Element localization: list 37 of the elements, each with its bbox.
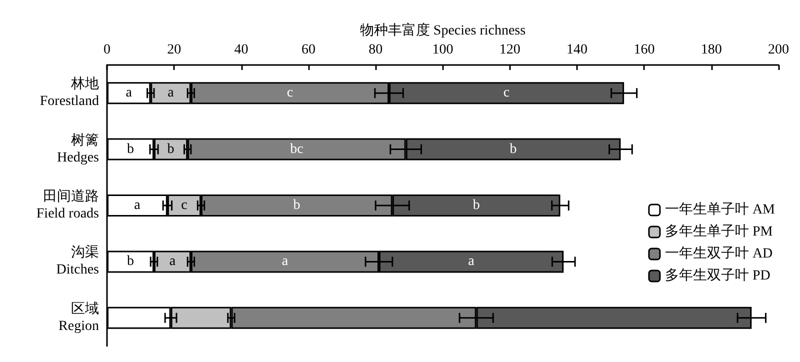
data-label: b — [127, 142, 134, 157]
legend-label: 一年生单子叶 AM — [664, 202, 776, 218]
data-label: a — [126, 86, 133, 101]
x-tick-label: 20 — [167, 42, 182, 58]
data-label: b — [293, 198, 300, 213]
data-label: a — [134, 198, 142, 213]
data-label: a — [168, 86, 175, 101]
data-label: b — [167, 142, 174, 157]
data-label: a — [468, 254, 476, 270]
x-axis-title: 物种丰富度 Species richness — [360, 22, 526, 39]
x-tick-label: 60 — [301, 42, 316, 58]
y-tick-label: 区域 Region — [58, 300, 99, 334]
y-tick-label: 田间道路 Field roads — [36, 188, 99, 222]
data-label: c — [503, 86, 510, 101]
data-label: a — [169, 254, 176, 270]
legend-label: 一年生双子叶 AD — [664, 246, 773, 262]
legend-label: 多年生双子叶 PD — [664, 268, 770, 284]
y-tick-label: 树篱 Hedges — [57, 132, 99, 166]
data-label: c — [181, 198, 188, 213]
x-tick-label: 160 — [634, 42, 655, 58]
data-label: b — [510, 142, 517, 157]
x-tick-label: 0 — [104, 42, 110, 58]
y-tick-label: 林地 Forestland — [40, 76, 99, 110]
x-tick-label: 80 — [368, 42, 383, 58]
data-label: b — [472, 198, 480, 213]
y-tick-label: 沟渠 Ditches — [56, 244, 99, 278]
x-tick-label: 120 — [499, 42, 520, 58]
data-label: c — [286, 86, 294, 101]
x-tick-label: 140 — [566, 42, 588, 58]
legend-label: 多年生单子叶 PM — [664, 224, 774, 240]
x-tick-label: 100 — [432, 42, 454, 58]
data-label: b — [127, 254, 134, 270]
data-label: bc — [290, 142, 304, 157]
x-tick-label: 180 — [700, 42, 722, 58]
data-label: a — [282, 254, 289, 270]
x-tick-label: 200 — [768, 42, 789, 58]
x-tick-label: 40 — [234, 42, 248, 58]
